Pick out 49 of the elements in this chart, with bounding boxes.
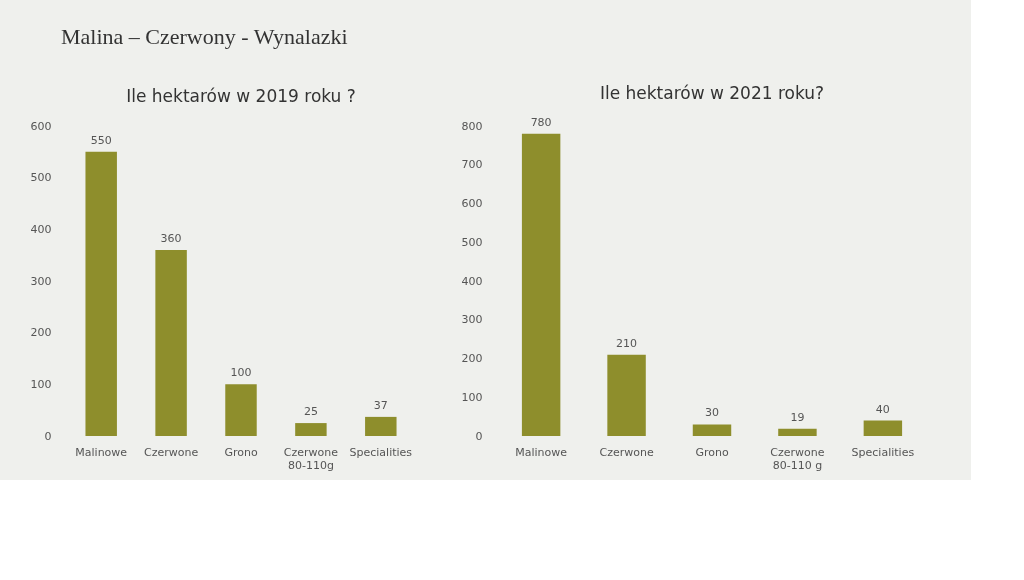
y-tick-label: 0 (475, 429, 483, 443)
y-tick-label: 600 (30, 119, 52, 133)
bar (863, 420, 903, 436)
y-tick-label: 100 (30, 377, 52, 391)
data-label: 550 (90, 133, 112, 147)
x-tick-label: Czerwone 80-110g (283, 445, 339, 472)
y-tick-label: 300 (461, 313, 483, 327)
data-label: 40 (875, 402, 890, 416)
y-tick-label: 100 (461, 390, 483, 404)
y-tick-label: 500 (30, 171, 52, 185)
x-tick-label: Malinowe (515, 445, 568, 459)
y-tick-label: 400 (30, 222, 52, 236)
y-tick-label: 400 (461, 274, 483, 288)
x-tick-label: Grono (224, 445, 258, 459)
bar (365, 416, 397, 436)
y-tick-label: 800 (461, 119, 483, 133)
chart-title: Ile hektarów w 2021 roku? (599, 82, 825, 103)
y-tick-label: 700 (461, 158, 483, 172)
y-tick-label: 0 (44, 429, 52, 443)
bar (607, 354, 646, 436)
x-tick-label: Grono (695, 445, 729, 459)
x-tick-label: Malinowe (75, 445, 128, 459)
y-tick-label: 500 (461, 235, 483, 249)
bar (225, 384, 257, 436)
x-tick-label: Czerwone (143, 445, 199, 459)
bar (155, 250, 187, 436)
bar (692, 424, 732, 436)
y-tick-label: 200 (461, 352, 483, 365)
data-label: 100 (230, 366, 252, 380)
y-tick-label: 600 (461, 197, 483, 210)
y-tick-label: 200 (30, 326, 52, 340)
text: Malina – Czerwony - Wynalazki (61, 24, 348, 49)
data-label: 210 (616, 336, 638, 350)
data-label: 30 (705, 406, 719, 420)
x-tick-label: Specialities (349, 445, 413, 459)
data-label: 37 (373, 398, 388, 412)
x-tick-label: Czerwone 80-110 g (770, 445, 825, 472)
data-label: 25 (303, 405, 318, 419)
chart-title: Ile hektarów w 2019 roku ? (126, 86, 356, 106)
data-label: 19 (790, 410, 805, 424)
bar (521, 133, 561, 436)
data-label: 360 (160, 232, 182, 245)
bar (85, 151, 117, 436)
data-label: 780 (530, 115, 552, 129)
x-tick-label: Czerwone (599, 445, 654, 459)
y-tick-label: 300 (30, 274, 52, 288)
bar (295, 423, 327, 436)
bar (778, 428, 817, 436)
x-tick-label: Specialities (851, 445, 915, 459)
